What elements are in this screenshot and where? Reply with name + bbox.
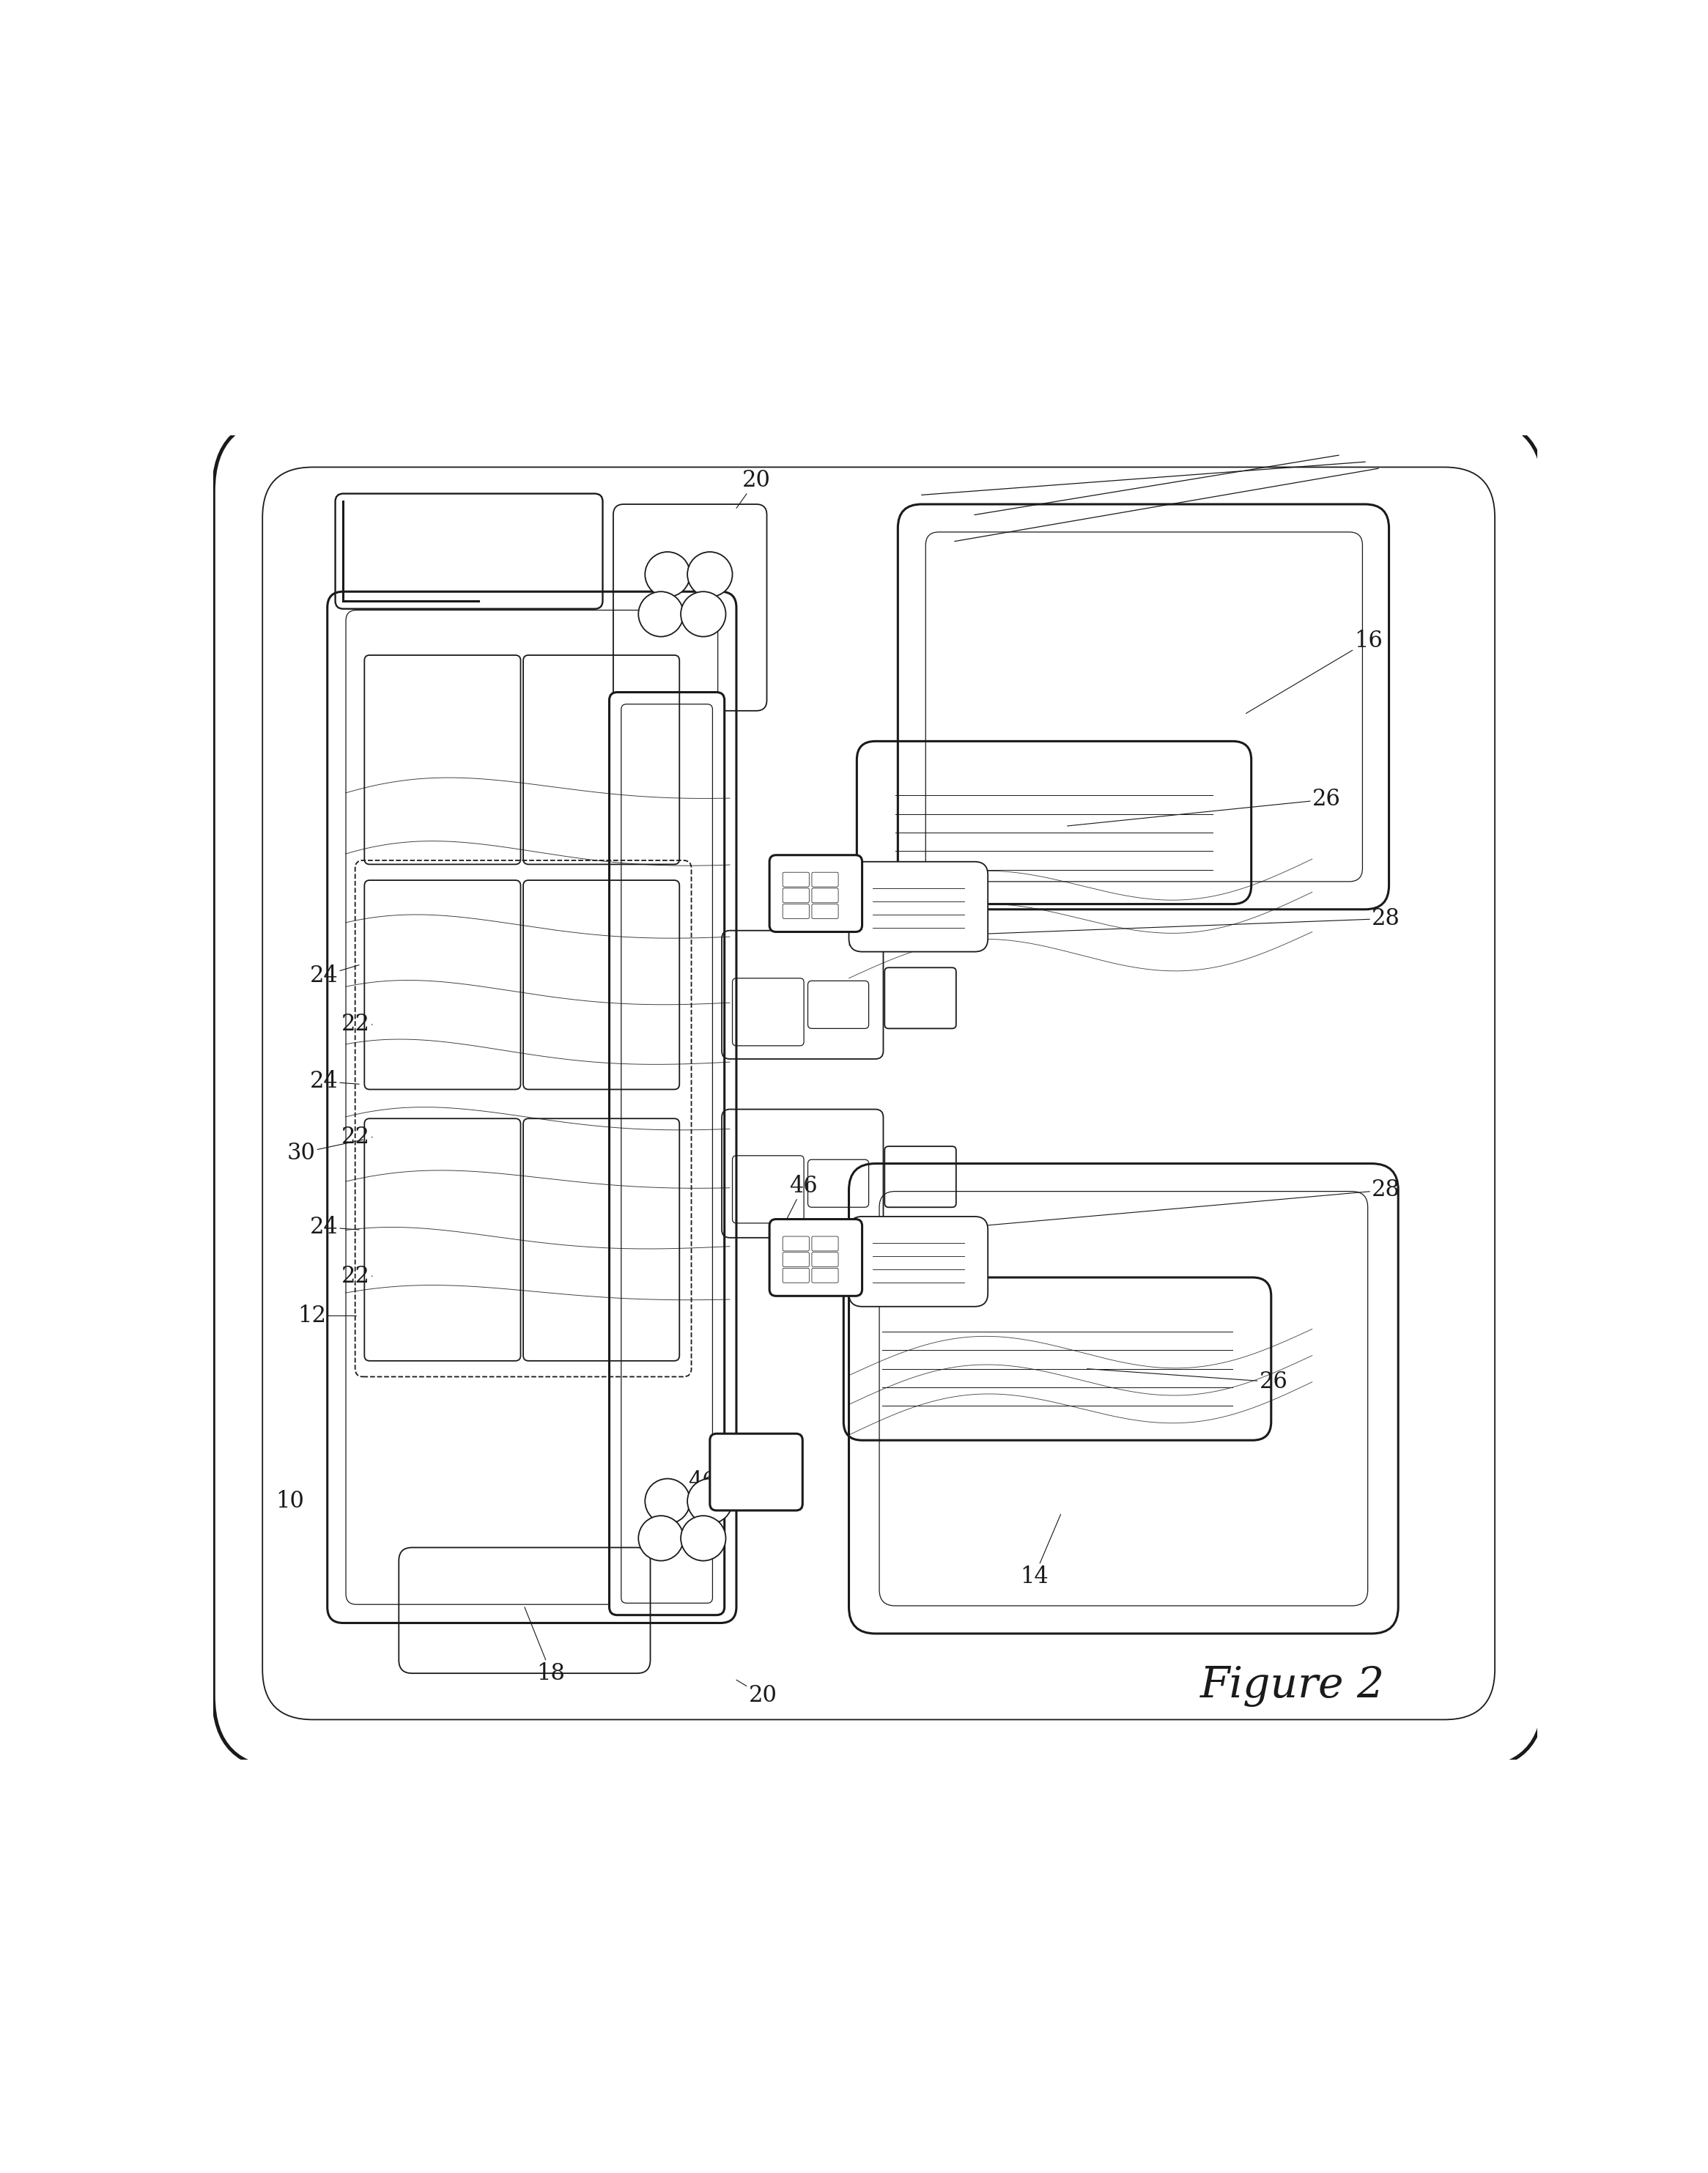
Text: 24: 24: [309, 1069, 359, 1093]
Text: 10: 10: [277, 1491, 304, 1512]
Text: 22: 22: [342, 1265, 372, 1286]
FancyBboxPatch shape: [769, 856, 863, 932]
Circle shape: [639, 591, 683, 637]
Text: Figure 2: Figure 2: [1201, 1667, 1385, 1708]
Text: 18: 18: [524, 1608, 565, 1684]
Text: 24: 24: [309, 965, 359, 987]
Text: 46: 46: [782, 1176, 818, 1228]
Circle shape: [646, 1478, 690, 1523]
FancyBboxPatch shape: [711, 1434, 803, 1510]
Circle shape: [639, 1517, 683, 1560]
FancyBboxPatch shape: [214, 417, 1544, 1769]
Circle shape: [646, 552, 690, 598]
Text: 46: 46: [782, 900, 818, 924]
Text: 22: 22: [342, 1013, 372, 1037]
Circle shape: [681, 1517, 726, 1560]
Text: 22: 22: [342, 1126, 372, 1150]
Text: 26: 26: [1088, 1369, 1288, 1393]
FancyBboxPatch shape: [849, 863, 987, 952]
Text: 16: 16: [1247, 630, 1383, 713]
Text: 12: 12: [297, 1304, 357, 1328]
Text: 46: 46: [688, 1469, 722, 1495]
FancyBboxPatch shape: [769, 1219, 863, 1295]
Text: 24: 24: [309, 1215, 359, 1239]
Text: 14: 14: [1020, 1515, 1061, 1588]
Text: 20: 20: [736, 469, 770, 508]
Text: 26: 26: [1068, 789, 1341, 826]
Circle shape: [687, 1478, 733, 1523]
Circle shape: [687, 552, 733, 598]
Text: 30: 30: [287, 1139, 364, 1165]
FancyBboxPatch shape: [610, 693, 724, 1615]
Text: 28: 28: [863, 1178, 1401, 1236]
Text: 28: 28: [863, 908, 1401, 939]
Circle shape: [681, 591, 726, 637]
Text: 20: 20: [736, 1680, 777, 1708]
FancyBboxPatch shape: [849, 1217, 987, 1306]
